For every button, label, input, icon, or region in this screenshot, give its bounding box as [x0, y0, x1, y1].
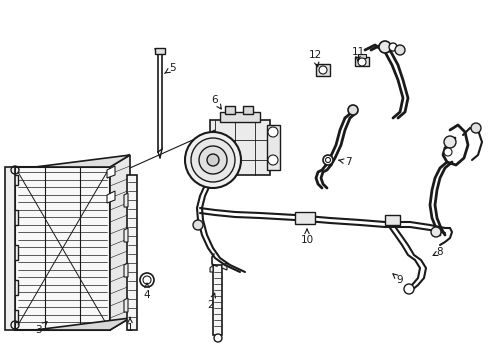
Polygon shape: [222, 263, 226, 270]
Polygon shape: [110, 155, 130, 330]
Text: 9: 9: [392, 274, 403, 285]
Text: 7: 7: [338, 157, 350, 167]
Text: 8: 8: [432, 247, 443, 257]
Polygon shape: [124, 263, 128, 277]
Circle shape: [323, 155, 332, 165]
Circle shape: [140, 273, 154, 287]
Bar: [357, 54, 365, 58]
Text: 4: 4: [143, 283, 150, 300]
Circle shape: [357, 58, 365, 66]
Text: 2: 2: [207, 293, 215, 310]
Polygon shape: [124, 228, 128, 242]
Circle shape: [206, 154, 219, 166]
Polygon shape: [209, 265, 213, 272]
Polygon shape: [124, 298, 128, 312]
Circle shape: [443, 136, 455, 148]
Polygon shape: [124, 193, 128, 207]
Polygon shape: [266, 125, 280, 170]
Polygon shape: [8, 310, 18, 322]
Circle shape: [318, 66, 326, 74]
Polygon shape: [220, 112, 260, 122]
Circle shape: [267, 127, 278, 137]
Circle shape: [388, 43, 396, 51]
Bar: [155, 48, 164, 54]
Circle shape: [430, 227, 440, 237]
Text: 1: 1: [126, 318, 133, 333]
Bar: [315, 64, 329, 76]
Text: 3: 3: [35, 322, 47, 335]
Polygon shape: [8, 175, 18, 185]
Bar: [294, 212, 314, 224]
Polygon shape: [8, 280, 18, 295]
Polygon shape: [213, 265, 222, 335]
Polygon shape: [8, 210, 18, 225]
Bar: [384, 215, 399, 225]
Polygon shape: [243, 106, 252, 114]
Polygon shape: [15, 155, 130, 167]
Polygon shape: [107, 166, 115, 178]
Circle shape: [191, 138, 235, 182]
Circle shape: [378, 41, 390, 53]
Polygon shape: [209, 120, 269, 175]
Circle shape: [347, 105, 357, 115]
Circle shape: [184, 132, 241, 188]
Polygon shape: [224, 106, 235, 114]
Circle shape: [394, 45, 404, 55]
Text: 12: 12: [308, 50, 321, 67]
Text: 10: 10: [300, 229, 313, 245]
Circle shape: [214, 334, 222, 342]
Circle shape: [403, 284, 413, 294]
Bar: [354, 57, 368, 66]
Polygon shape: [15, 318, 130, 330]
Circle shape: [193, 220, 203, 230]
Polygon shape: [15, 167, 110, 330]
Polygon shape: [5, 167, 15, 330]
Text: 5: 5: [164, 63, 176, 73]
Circle shape: [199, 146, 226, 174]
Circle shape: [470, 123, 480, 133]
Text: 11: 11: [351, 47, 364, 61]
Polygon shape: [107, 191, 115, 203]
Polygon shape: [127, 175, 137, 330]
Text: 6: 6: [211, 95, 221, 109]
Polygon shape: [8, 245, 18, 260]
Circle shape: [267, 155, 278, 165]
Circle shape: [443, 148, 451, 156]
